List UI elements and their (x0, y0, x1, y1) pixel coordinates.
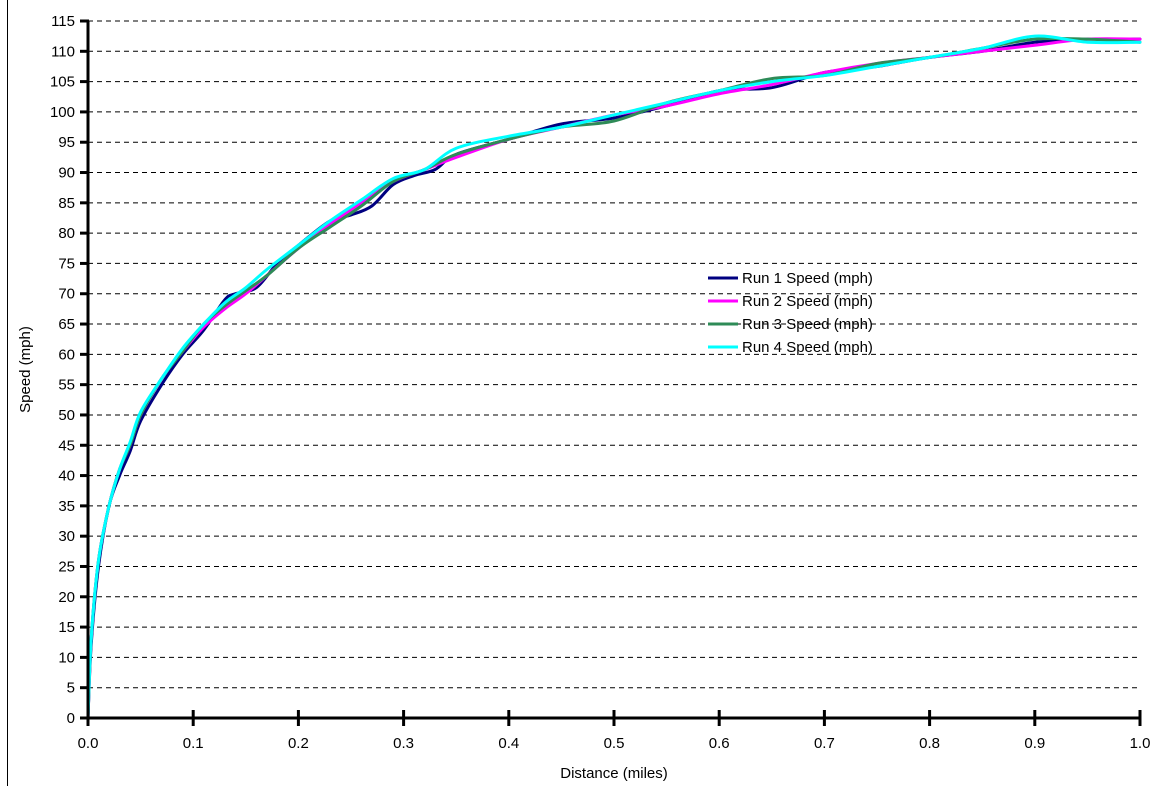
x-tick-label: 0.7 (814, 735, 835, 752)
x-tick-label: 0.2 (288, 735, 309, 752)
series-line-run-4 (86, 34, 1142, 720)
y-tick-label: 15 (58, 619, 75, 636)
x-tick-label: 0.8 (919, 735, 940, 752)
y-tick-label: 90 (58, 165, 75, 182)
y-tick-label: 0 (67, 710, 75, 727)
axes (80, 19, 1142, 726)
y-tick-label: 80 (58, 225, 75, 242)
y-tick-label: 105 (50, 74, 75, 91)
x-tick-label: 0.6 (709, 735, 730, 752)
legend-label-run-2: Run 2 Speed (mph) (742, 293, 873, 310)
legend-label-run-3: Run 3 Speed (mph) (742, 316, 873, 333)
x-tick-label: 1.0 (1130, 735, 1151, 752)
x-tick-label: 0.4 (498, 735, 519, 752)
y-tick-label: 95 (58, 134, 75, 151)
y-tick-label: 40 (58, 468, 75, 485)
y-tick-label: 70 (58, 286, 75, 303)
y-tick-label: 110 (51, 43, 75, 60)
y-tick-label: 100 (50, 104, 75, 121)
y-tick-label: 5 (67, 680, 75, 697)
legend: Run 1 Speed (mph) Run 2 Speed (mph) Run 3 … (708, 270, 873, 356)
x-tick-label: 0.0 (78, 735, 99, 752)
legend-label-run-1: Run 1 Speed (mph) (742, 270, 873, 287)
y-tick-label: 60 (58, 346, 75, 363)
y-tick-label: 25 (58, 558, 75, 575)
tick-labels: 0 5 10 15 20 25 30 35 40 45 50 55 60 65 70 75 80 85 90 95 10… (50, 13, 1150, 752)
y-axis-title: Speed (mph) (17, 326, 34, 413)
x-axis-title: Distance (miles) (560, 765, 668, 782)
y-tick-label: 35 (58, 498, 75, 515)
series-lines (86, 34, 1142, 720)
legend-label-run-4: Run 4 Speed (mph) (742, 339, 873, 356)
y-tick-label: 10 (58, 649, 75, 666)
y-tick-label: 115 (51, 13, 75, 30)
y-tick-label: 30 (58, 528, 75, 545)
y-tick-label: 20 (58, 589, 75, 606)
y-tick-label: 65 (58, 316, 75, 333)
y-tick-label: 45 (58, 437, 75, 454)
y-tick-label: 85 (58, 195, 75, 212)
y-tick-label: 50 (58, 407, 75, 424)
x-tick-label: 0.5 (604, 735, 625, 752)
x-tick-label: 0.3 (393, 735, 414, 752)
y-tick-label: 55 (58, 377, 75, 394)
x-tick-label: 0.1 (183, 735, 204, 752)
x-tick-label: 0.9 (1024, 735, 1045, 752)
y-tick-label: 75 (58, 255, 75, 272)
